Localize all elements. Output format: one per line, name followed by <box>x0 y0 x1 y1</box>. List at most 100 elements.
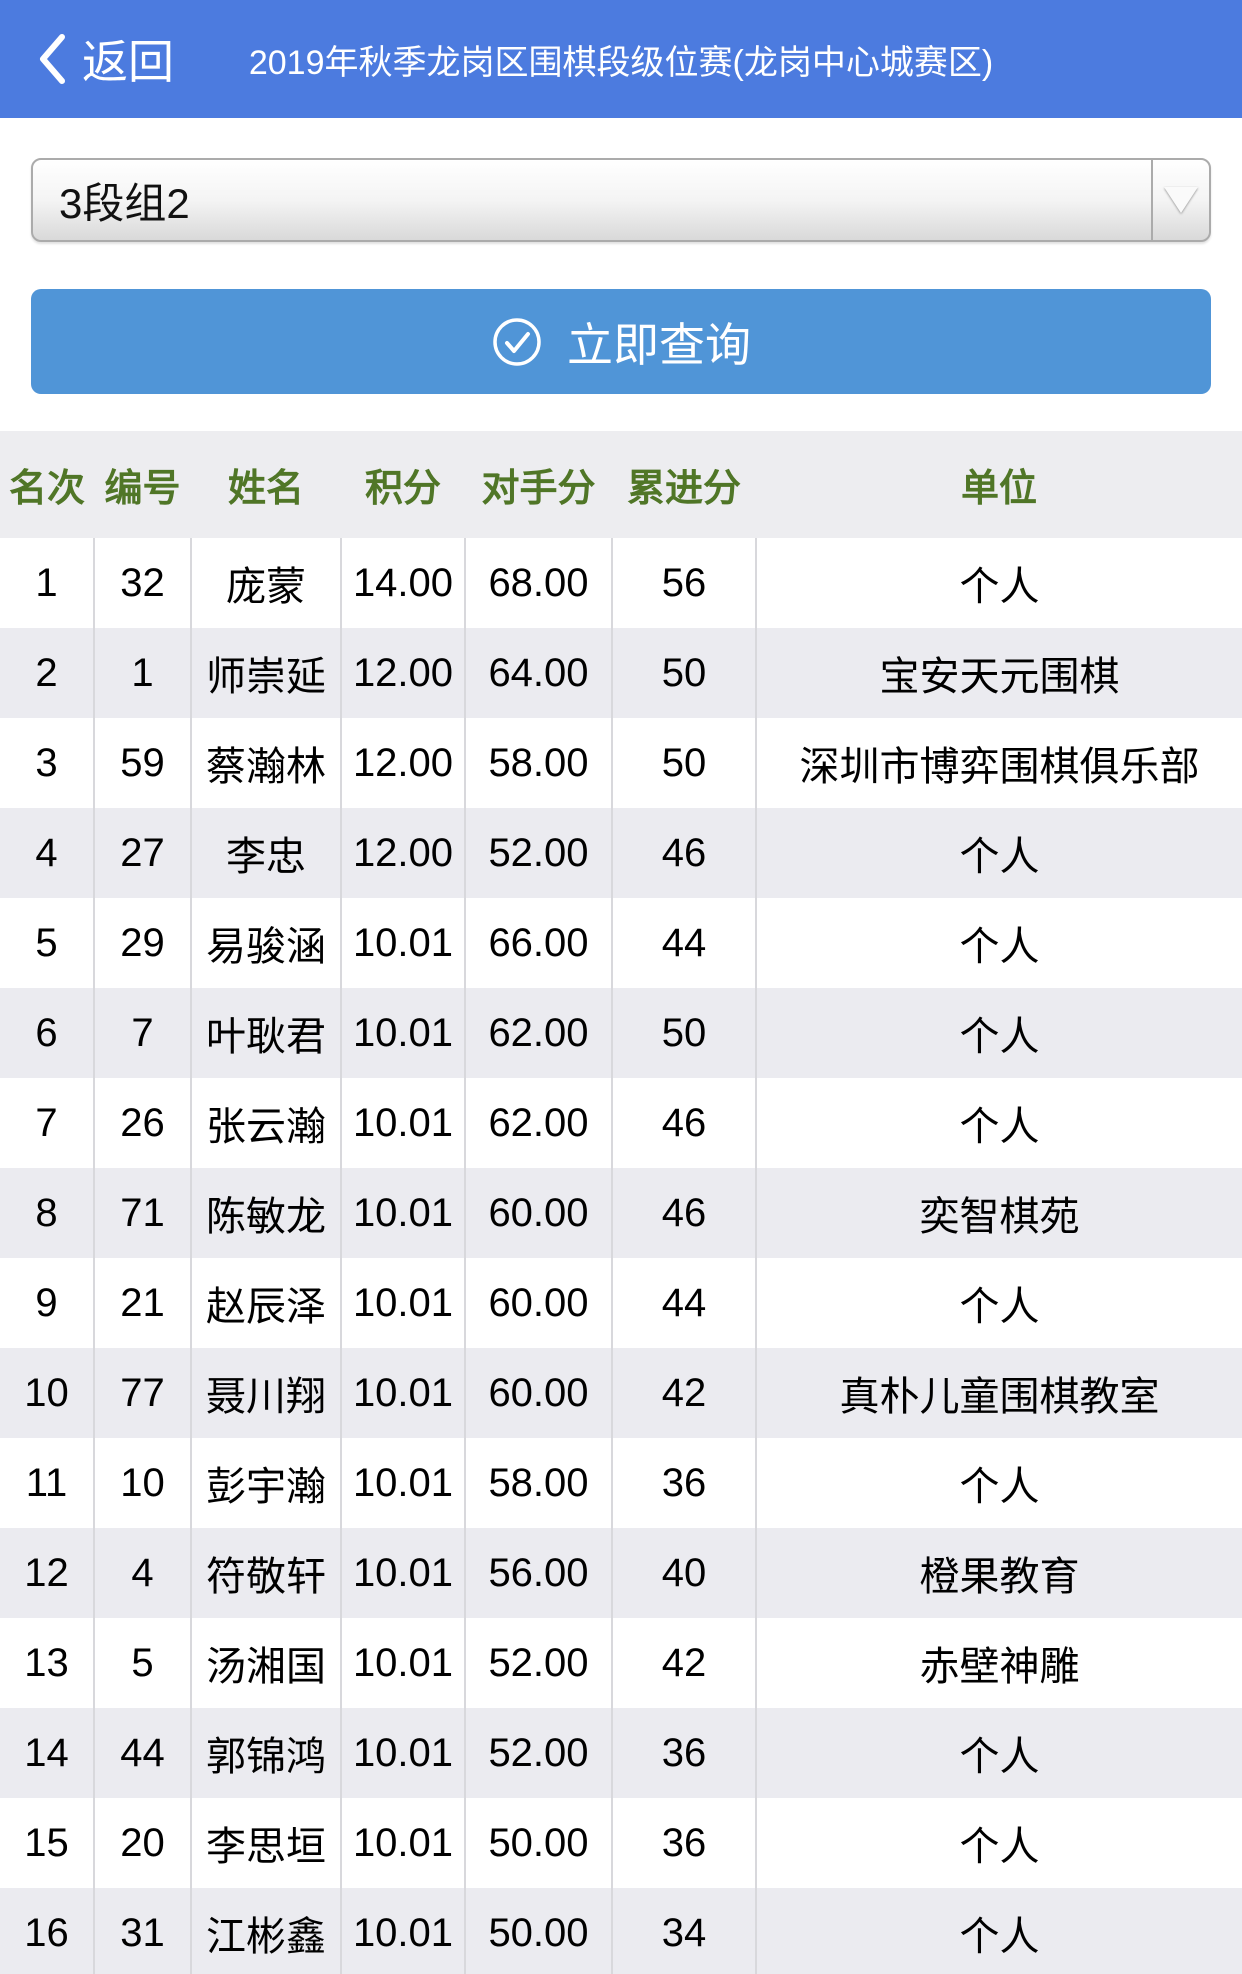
unit-cell: 个人 <box>755 808 1242 898</box>
score-cell: 10.01 <box>340 1168 465 1258</box>
rank-cell: 9 <box>35 1280 58 1325</box>
player-name-link[interactable]: 符敬轩 <box>190 1528 341 1618</box>
unit-cell: 真朴儿童围棋教室 <box>755 1348 1242 1438</box>
player-number-cell: 77 <box>93 1348 191 1438</box>
table-row: 2 1 师崇延 12.00 64.00 50 宝安天元围棋 <box>0 628 1242 718</box>
player-name-link[interactable]: 李思垣 <box>190 1798 341 1888</box>
opponent-score-cell: 58.00 <box>464 718 612 808</box>
back-button[interactable]: 返回 <box>38 0 174 118</box>
navbar: 返回 2019年秋季龙岗区围棋段级位赛(龙岗中心城赛区) <box>0 0 1242 118</box>
score-cell: 12.00 <box>340 808 465 898</box>
rank-cell: 7 <box>35 1100 58 1145</box>
unit-cell: 个人 <box>755 538 1242 628</box>
score-cell: 12.00 <box>340 718 465 808</box>
player-name-link[interactable]: 蔡瀚林 <box>190 718 341 808</box>
group-select[interactable]: 3段组2 <box>31 158 1211 242</box>
player-name-link[interactable]: 易骏涵 <box>190 898 341 988</box>
table-body: 1 32 庞蒙 14.00 68.00 56 个人 2 1 师崇延 12.00 64.00 50 宝安天元… <box>0 538 1242 1974</box>
table-row: 9 21 赵辰泽 10.01 60.00 44 个人 <box>0 1258 1242 1348</box>
score-cell: 10.01 <box>340 898 465 988</box>
rank-cell: 3 <box>35 740 58 785</box>
table-row: 6 7 叶耿君 10.01 62.00 50 个人 <box>0 988 1242 1078</box>
back-label: 返回 <box>82 36 174 88</box>
table-row: 8 71 陈敏龙 10.01 60.00 46 奕智棋苑 <box>0 1168 1242 1258</box>
table-row: 7 26 张云瀚 10.01 62.00 46 个人 <box>0 1078 1242 1168</box>
column-header-progressive-score: 累进分 <box>612 431 756 538</box>
opponent-score-cell: 52.00 <box>464 1708 612 1798</box>
dropdown-arrow-box <box>1151 160 1209 240</box>
unit-cell: 个人 <box>755 1078 1242 1168</box>
unit-cell: 宝安天元围棋 <box>755 628 1242 718</box>
unit-cell: 个人 <box>755 988 1242 1078</box>
column-header-score: 积分 <box>341 431 465 538</box>
player-number-cell: 31 <box>93 1888 191 1974</box>
score-cell: 12.00 <box>340 628 465 718</box>
player-number-cell: 59 <box>93 718 191 808</box>
player-number-cell: 10 <box>93 1438 191 1528</box>
unit-cell: 橙果教育 <box>755 1528 1242 1618</box>
rank-cell: 12 <box>24 1550 69 1595</box>
rank-cell: 14 <box>24 1730 69 1775</box>
rank-cell: 16 <box>24 1910 69 1955</box>
opponent-score-cell: 64.00 <box>464 628 612 718</box>
opponent-score-cell: 62.00 <box>464 1078 612 1168</box>
query-button[interactable]: 立即查询 <box>31 289 1211 394</box>
table-row: 5 29 易骏涵 10.01 66.00 44 个人 <box>0 898 1242 988</box>
opponent-score-cell: 66.00 <box>464 898 612 988</box>
player-name-link[interactable]: 聂川翔 <box>190 1348 341 1438</box>
progressive-score-cell: 40 <box>611 1528 756 1618</box>
score-cell: 10.01 <box>340 1888 465 1974</box>
player-name-link[interactable]: 庞蒙 <box>190 538 341 628</box>
player-number-cell: 44 <box>93 1708 191 1798</box>
unit-cell: 个人 <box>755 1798 1242 1888</box>
player-name-link[interactable]: 师崇延 <box>190 628 341 718</box>
score-cell: 10.01 <box>340 1618 465 1708</box>
table-row: 12 4 符敬轩 10.01 56.00 40 橙果教育 <box>0 1528 1242 1618</box>
column-header-opponent-score: 对手分 <box>465 431 612 538</box>
opponent-score-cell: 50.00 <box>464 1888 612 1974</box>
opponent-score-cell: 52.00 <box>464 1618 612 1708</box>
progressive-score-cell: 56 <box>611 538 756 628</box>
player-name-link[interactable]: 江彬鑫 <box>190 1888 341 1974</box>
table-row: 1 32 庞蒙 14.00 68.00 56 个人 <box>0 538 1242 628</box>
opponent-score-cell: 56.00 <box>464 1528 612 1618</box>
unit-cell: 个人 <box>755 1258 1242 1348</box>
player-name-link[interactable]: 郭锦鸿 <box>190 1708 341 1798</box>
table-row: 14 44 郭锦鸿 10.01 52.00 36 个人 <box>0 1708 1242 1798</box>
progressive-score-cell: 46 <box>611 1078 756 1168</box>
progressive-score-cell: 36 <box>611 1708 756 1798</box>
player-name-link[interactable]: 汤湘国 <box>190 1618 341 1708</box>
progressive-score-cell: 50 <box>611 628 756 718</box>
page-title: 2019年秋季龙岗区围棋段级位赛(龙岗中心城赛区) <box>248 43 994 82</box>
progressive-score-cell: 36 <box>611 1798 756 1888</box>
player-name-link[interactable]: 叶耿君 <box>190 988 341 1078</box>
unit-cell: 个人 <box>755 898 1242 988</box>
column-header-unit: 单位 <box>756 431 1242 538</box>
score-cell: 10.01 <box>340 988 465 1078</box>
rank-cell: 11 <box>25 1460 68 1505</box>
player-name-link[interactable]: 彭宇瀚 <box>190 1438 341 1528</box>
progressive-score-cell: 44 <box>611 898 756 988</box>
player-name-link[interactable]: 张云瀚 <box>190 1078 341 1168</box>
player-name-link[interactable]: 陈敏龙 <box>190 1168 341 1258</box>
score-cell: 10.01 <box>340 1798 465 1888</box>
player-name-link[interactable]: 赵辰泽 <box>190 1258 341 1348</box>
player-number-cell: 26 <box>93 1078 191 1168</box>
opponent-score-cell: 50.00 <box>464 1798 612 1888</box>
player-number-cell: 29 <box>93 898 191 988</box>
progressive-score-cell: 42 <box>611 1618 756 1708</box>
unit-cell: 个人 <box>755 1888 1242 1974</box>
score-cell: 10.01 <box>340 1258 465 1348</box>
column-header-name: 姓名 <box>191 431 341 538</box>
progressive-score-cell: 44 <box>611 1258 756 1348</box>
opponent-score-cell: 58.00 <box>464 1438 612 1528</box>
player-name-link[interactable]: 李忠 <box>190 808 341 898</box>
table-row: 4 27 李忠 12.00 52.00 46 个人 <box>0 808 1242 898</box>
player-number-cell: 5 <box>93 1618 191 1708</box>
rank-cell: 2 <box>35 650 58 695</box>
score-cell: 10.01 <box>340 1528 465 1618</box>
progressive-score-cell: 50 <box>611 718 756 808</box>
rank-cell: 13 <box>24 1640 69 1685</box>
table-header-row: 名次 编号 姓名 积分 对手分 累进分 单位 <box>0 431 1242 538</box>
player-number-cell: 7 <box>93 988 191 1078</box>
